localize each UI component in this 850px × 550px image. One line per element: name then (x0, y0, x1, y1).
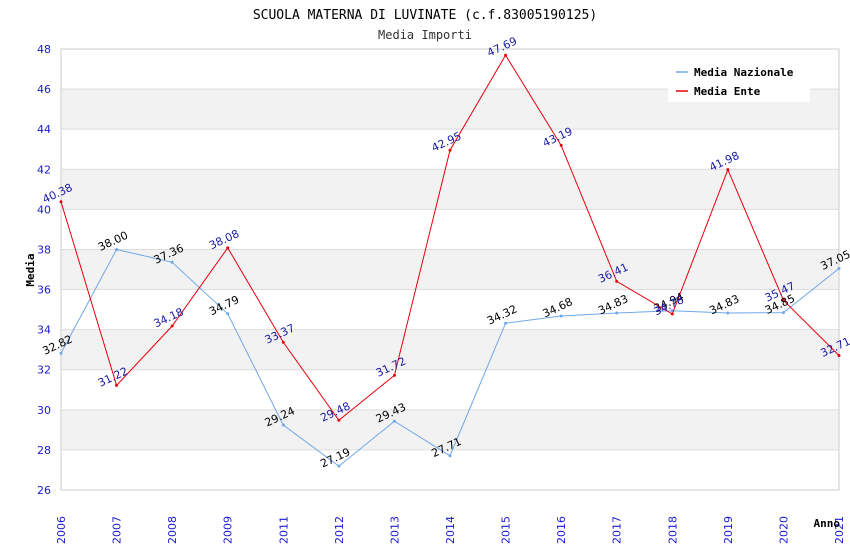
data-point (337, 418, 341, 422)
y-tick-label: 30 (37, 404, 51, 417)
x-tick-label: 2021 (833, 516, 846, 544)
x-axis-ticks: 2006 2007 2008 2009 2011 2012 2013 2014 2015 2016… (55, 516, 846, 544)
y-tick-label: 34 (37, 324, 51, 337)
grid-band (61, 409, 839, 450)
x-tick-label: 2007 (111, 516, 124, 544)
data-point (726, 168, 730, 172)
data-point (726, 311, 730, 315)
data-point (837, 353, 841, 357)
data-point (226, 312, 230, 316)
x-tick-label: 2013 (388, 516, 401, 544)
data-point (281, 423, 285, 427)
data-point (59, 200, 63, 204)
data-point (781, 298, 785, 302)
x-tick-label: 2014 (444, 516, 457, 544)
x-tick-label: 2012 (333, 516, 346, 544)
data-point (504, 53, 508, 57)
legend: Media Nazionale Media Ente (668, 60, 810, 102)
x-tick-label: 2020 (777, 516, 790, 544)
x-tick-label: 2006 (55, 516, 68, 544)
data-label: 42.95 (429, 130, 463, 155)
data-point (670, 312, 674, 316)
x-tick-label: 2008 (166, 516, 179, 544)
y-axis-label: Media (24, 253, 37, 286)
data-point (392, 419, 396, 423)
data-point (170, 324, 174, 328)
series-layer (59, 53, 841, 468)
y-tick-label: 32 (37, 364, 51, 377)
y-axis-ticks: 26 28 30 32 34 36 38 40 42 44 46 48 (37, 43, 51, 497)
legend-label: Media Ente (694, 85, 761, 98)
x-axis-label: Anno (814, 517, 841, 530)
data-point (615, 311, 619, 315)
chart-title: SCUOLA MATERNA DI LUVINATE (c.f.83005190… (253, 8, 597, 23)
y-tick-label: 42 (37, 163, 51, 176)
y-tick-label: 40 (37, 203, 51, 216)
data-point (392, 373, 396, 377)
data-point (448, 148, 452, 152)
chart-subtitle: Media Importi (378, 28, 472, 42)
x-tick-label: 2015 (500, 516, 513, 544)
grid-bands (61, 89, 839, 450)
data-point (170, 260, 174, 264)
data-label: 34.83 (707, 292, 741, 317)
data-point (781, 311, 785, 315)
data-label: 38.08 (207, 227, 241, 252)
data-label: 34.79 (207, 293, 241, 318)
data-point (337, 464, 341, 468)
x-tick-label: 2018 (666, 516, 679, 544)
data-point (837, 266, 841, 270)
y-tick-label: 36 (37, 284, 51, 297)
data-point (559, 143, 563, 147)
y-tick-label: 44 (37, 123, 51, 136)
data-label: 34.32 (485, 303, 519, 328)
grid-band (61, 329, 839, 370)
y-tick-label: 26 (37, 484, 51, 497)
y-tick-label: 28 (37, 444, 51, 457)
y-tick-label: 38 (37, 243, 51, 256)
data-point (115, 247, 119, 251)
grid-band (61, 249, 839, 290)
data-point (115, 383, 119, 387)
data-label: 47.69 (485, 34, 519, 59)
x-tick-label: 2016 (555, 516, 568, 544)
y-tick-label: 46 (37, 83, 51, 96)
y-tick-label: 48 (37, 43, 51, 56)
data-point (448, 454, 452, 458)
legend-label: Media Nazionale (694, 66, 794, 79)
data-point (59, 351, 63, 355)
data-point (226, 246, 230, 250)
x-tick-label: 2009 (222, 516, 235, 544)
x-tick-label: 2019 (722, 516, 735, 544)
data-point (504, 321, 508, 325)
grid-band (61, 169, 839, 210)
x-tick-label: 2011 (277, 516, 290, 544)
legend-box (668, 60, 810, 102)
data-label: 34.18 (152, 305, 186, 330)
x-tick-label: 2017 (611, 516, 624, 544)
data-point (559, 314, 563, 318)
data-point (615, 279, 619, 283)
data-point (281, 340, 285, 344)
